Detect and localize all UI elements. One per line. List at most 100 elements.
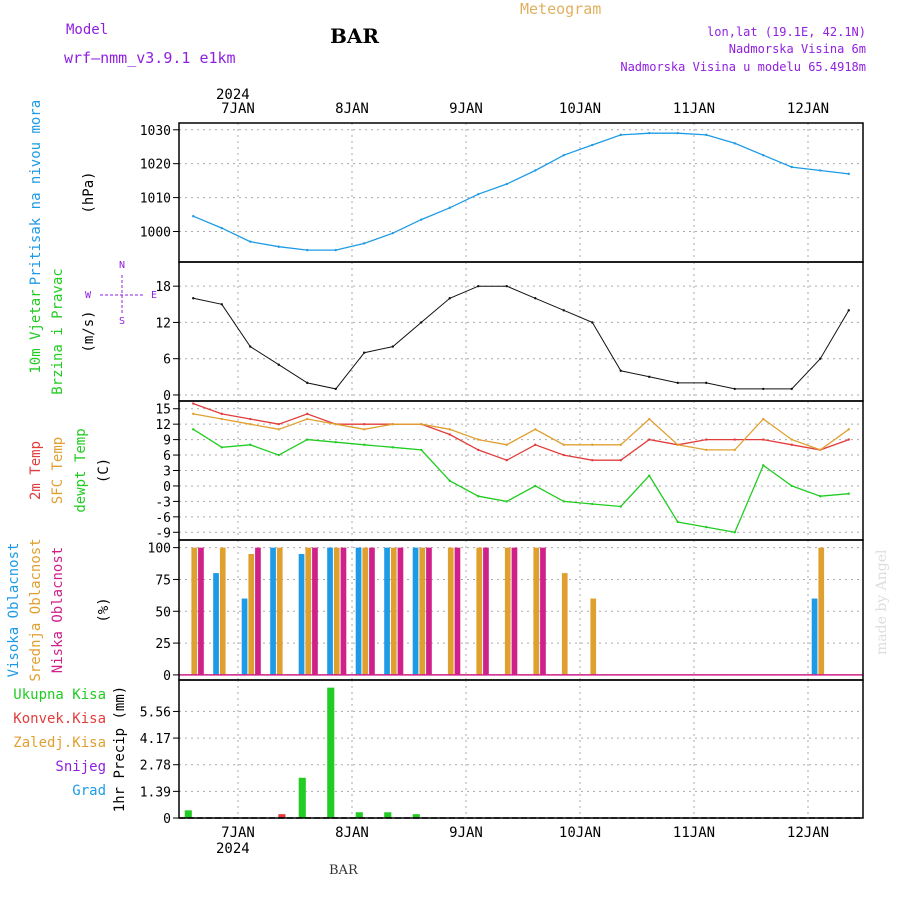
data-point [334,248,337,252]
x-tick-label: 10JAN [559,101,601,117]
data-point [534,443,537,446]
data-point [477,438,480,441]
data-point [705,438,708,441]
x-tick-label: 12JAN [787,101,829,117]
series-line [193,285,850,390]
y-axis-label: SFC Temp [50,437,66,504]
y-tick-label: -9 [155,526,171,541]
data-point [676,443,679,446]
product-title: Meteogram [520,0,601,18]
coords-label: lon,lat (19.1E, 42.1N) [707,25,866,39]
data-point [534,428,537,431]
bar [340,547,347,675]
y-tick-label: 0 [163,669,171,684]
y-tick-label: 25 [155,637,171,652]
bar [384,547,390,675]
bar [327,687,335,818]
bar [426,547,432,675]
year-label-bottom: 2024 [216,841,250,857]
bar [298,554,305,675]
data-point [420,448,423,452]
data-point [762,387,765,391]
data-point [220,303,223,306]
y-tick-label: 15 [155,403,171,418]
data-point [306,412,309,416]
data-point [391,422,394,426]
y-tick-label: 18 [155,280,171,295]
panel-1: 0 6 12 18 10m Vjetar Brzina i Pravac (m/s) [28,261,864,404]
data-point [505,284,508,288]
data-point [363,242,366,245]
bar [412,547,419,675]
data-point [790,165,793,169]
data-point [334,440,337,444]
data-point [277,363,280,366]
bar [312,547,318,675]
data-point [334,387,337,391]
x-tick-label: 11JAN [673,825,715,841]
elevation-label: Nadmorska Visina 6m [729,42,866,56]
bar [327,547,333,675]
data-point [705,448,708,452]
y-tick-label: 3 [163,465,171,480]
data-point [819,448,822,452]
x-tick-label: 11JAN [673,101,715,117]
top-day-labels: 7JAN 8JAN 9JAN 10JAN 11JAN 12JAN [221,101,829,117]
bar [504,547,511,675]
data-point [648,375,651,379]
data-point [477,448,480,452]
data-point [220,446,223,449]
footer-station: BAR [329,863,359,878]
data-point [648,417,651,421]
y-axis-label: 1hr Precip (mm) [112,686,128,812]
wind-key-label: E [151,290,157,301]
y-axis-label: dewpt Temp [73,428,89,512]
y-axis-label: Visoka Oblacnost [6,543,22,678]
model-name: wrf—nmm_v3.9.1 e1km [64,49,236,67]
data-point [790,438,793,441]
bar [818,547,825,675]
data-point [277,245,280,248]
y-tick-label: 2.78 [140,759,171,774]
bar [184,810,192,818]
bar [476,547,483,675]
data-point [448,433,451,436]
data-point [591,443,594,446]
x-tick-label: 10JAN [559,825,601,841]
y-axis-label: Srednja Oblacnost [28,538,44,681]
data-point [619,369,622,372]
data-point [762,154,765,157]
data-point [420,422,423,426]
x-tick-label: 12JAN [787,825,829,841]
data-point [562,154,565,157]
data-point [448,297,451,300]
data-point [562,453,565,457]
bar [540,547,546,675]
legend-entry: Grad [72,783,106,799]
data-point [733,448,736,452]
data-point [534,169,537,172]
data-point [591,459,594,462]
data-point [847,438,850,441]
series-line [193,132,849,251]
series-line [193,402,850,461]
data-point [363,422,366,426]
x-tick-label: 9JAN [449,101,483,117]
bar [533,547,540,675]
data-point [448,206,451,209]
bar [811,598,818,675]
bar [561,573,568,675]
panel-frame [178,261,864,402]
bar [191,547,198,675]
bar [276,547,283,675]
data-point [562,500,565,503]
y-tick-label: 12 [155,316,171,331]
bar [419,547,426,675]
x-tick-label: 8JAN [335,101,369,117]
data-point [591,143,594,147]
data-point [220,417,223,421]
bar [397,547,404,675]
y-axis-label: Brzina i Pravac [50,268,66,394]
y-axis-label: (%) [96,597,112,622]
